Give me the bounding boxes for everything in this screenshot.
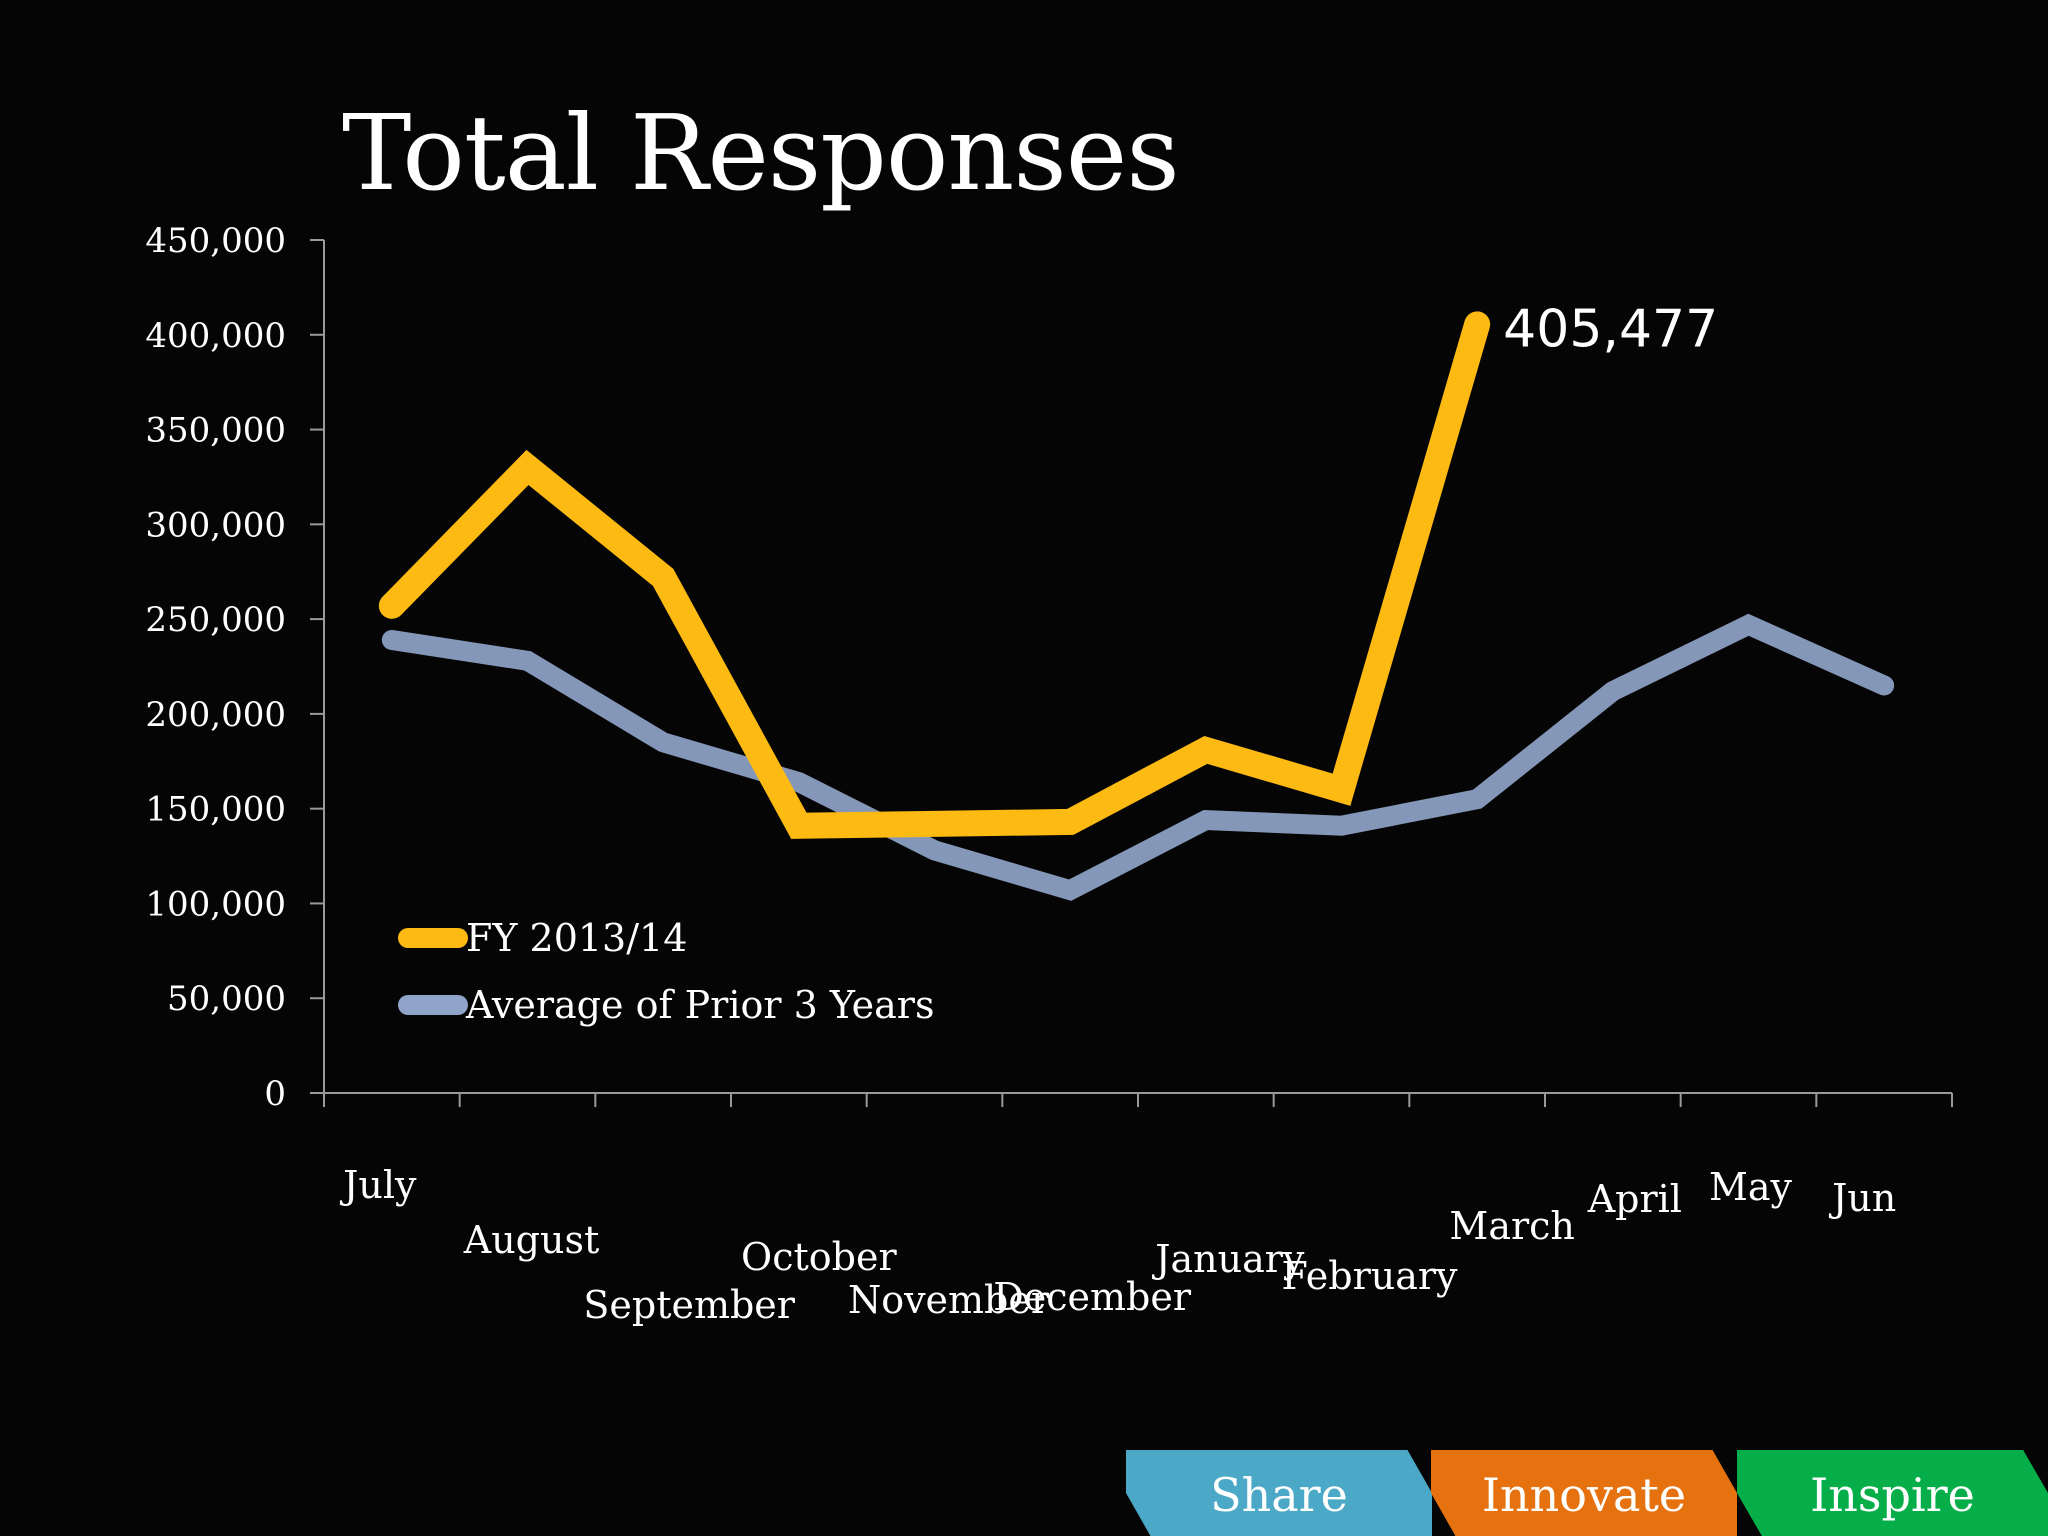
x-tick-label: Jun [1828,1176,1896,1220]
x-tick-label: July [339,1163,417,1207]
x-tick-label: April [1587,1177,1682,1221]
y-tick-label: 150,000 [145,790,286,830]
y-tick-label: 400,000 [145,316,286,356]
x-tick-label: September [583,1283,795,1327]
inspire-tab[interactable]: Inspire [1737,1450,2048,1536]
share-tab[interactable]: Share [1126,1450,1432,1536]
x-tick-label: January [1151,1237,1305,1281]
x-tick-label: May [1709,1165,1793,1209]
innovate-tab-label: Innovate [1481,1468,1687,1522]
x-tick-label: October [741,1235,897,1279]
x-tick-label: March [1449,1204,1575,1248]
chart-title: Total Responses [342,92,1180,214]
y-tick-label: 50,000 [167,979,286,1019]
share-tab-label: Share [1210,1468,1348,1522]
series-line-fy2013-14 [378,311,1491,839]
legend-label: Average of Prior 3 Years [465,983,934,1027]
x-tick-label: December [993,1275,1192,1319]
data-label: 405,477 [1503,299,1718,359]
y-tick-label: 200,000 [145,695,286,735]
line-chart: 450,000 400,000 350,000 300,000 250,000 200,0… [145,221,1953,1327]
y-tick-label: 250,000 [145,600,286,640]
inspire-tab-label: Inspire [1810,1468,1975,1522]
x-tick-label: November [848,1278,1050,1322]
y-tick-label: 100,000 [145,884,286,924]
y-tick-label: 0 [264,1074,286,1114]
x-tick-label: February [1281,1254,1458,1298]
x-tick-label: August [463,1218,600,1262]
series-line-prior-average [381,613,1895,901]
legend-label: FY 2013/14 [466,916,687,960]
y-tick-label: 300,000 [145,505,286,545]
y-tick-label: 450,000 [145,221,286,261]
y-tick-label: 350,000 [145,411,286,451]
innovate-tab[interactable]: Innovate [1431,1450,1737,1536]
